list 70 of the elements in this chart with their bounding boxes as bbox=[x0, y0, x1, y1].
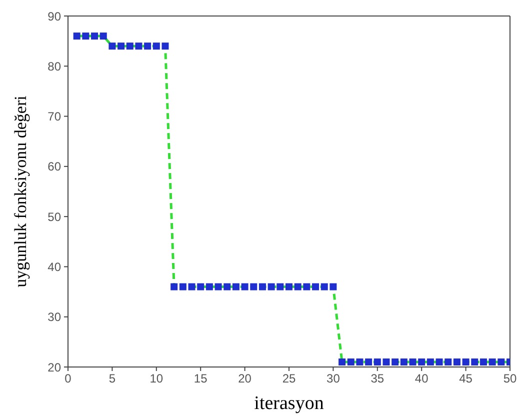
point bbox=[268, 283, 275, 290]
point bbox=[444, 358, 452, 366]
point bbox=[498, 358, 505, 366]
point bbox=[338, 358, 346, 366]
x-tick-label: 0 bbox=[64, 372, 72, 386]
point bbox=[392, 358, 399, 366]
point bbox=[382, 358, 390, 366]
point bbox=[144, 42, 152, 50]
point bbox=[436, 358, 443, 366]
point bbox=[73, 32, 80, 40]
y-tick-label: 80 bbox=[48, 59, 62, 74]
x-axis-title: iterasyon bbox=[254, 393, 324, 414]
point bbox=[118, 42, 125, 50]
x-tick-label: 35 bbox=[370, 372, 384, 386]
point bbox=[108, 42, 116, 50]
y-tick-label: 50 bbox=[48, 210, 62, 224]
point bbox=[286, 283, 292, 290]
x-tick-label: 10 bbox=[150, 372, 164, 386]
point bbox=[312, 283, 320, 290]
point bbox=[224, 283, 231, 290]
point bbox=[347, 358, 354, 366]
x-tick-label: 15 bbox=[194, 372, 208, 386]
y-tick-label: 70 bbox=[48, 110, 62, 124]
point bbox=[356, 358, 364, 366]
point bbox=[374, 358, 381, 366]
point bbox=[426, 358, 434, 366]
point bbox=[462, 358, 470, 366]
point bbox=[409, 358, 416, 366]
point bbox=[303, 283, 310, 290]
point bbox=[214, 283, 222, 290]
y-tick-label: 40 bbox=[48, 260, 62, 274]
y-tick-label: 90 bbox=[48, 9, 62, 24]
point bbox=[241, 283, 248, 290]
y-tick-label: 60 bbox=[48, 160, 62, 174]
point bbox=[471, 358, 478, 366]
point bbox=[480, 358, 487, 366]
point bbox=[294, 283, 302, 290]
point bbox=[162, 42, 169, 50]
x-tick-label: 20 bbox=[238, 372, 252, 386]
point bbox=[170, 283, 178, 290]
point bbox=[250, 283, 258, 290]
y-tick-label: 30 bbox=[48, 310, 62, 324]
point bbox=[100, 32, 107, 40]
point bbox=[91, 32, 98, 40]
x-tick-label: 30 bbox=[326, 372, 340, 386]
point bbox=[152, 42, 160, 50]
point bbox=[258, 283, 266, 290]
y-tick-label: 20 bbox=[48, 360, 62, 374]
x-tick-label: 40 bbox=[414, 372, 429, 386]
x-tick-label: 5 bbox=[108, 372, 116, 386]
point bbox=[188, 283, 196, 290]
point bbox=[135, 42, 142, 50]
point bbox=[400, 358, 408, 366]
point bbox=[232, 283, 240, 290]
point bbox=[197, 283, 204, 290]
point bbox=[365, 358, 372, 366]
point bbox=[418, 358, 426, 366]
point bbox=[82, 32, 90, 40]
x-tick-label: 25 bbox=[282, 372, 296, 386]
x-tick-label: 50 bbox=[503, 372, 517, 386]
point bbox=[488, 358, 496, 366]
point bbox=[330, 283, 337, 290]
y-axis-title: uygunluk fonksiyonu değeri bbox=[11, 95, 30, 288]
point bbox=[276, 283, 284, 290]
x-tick-label: 45 bbox=[459, 372, 473, 386]
point bbox=[453, 358, 460, 366]
point bbox=[179, 283, 186, 290]
point bbox=[206, 283, 213, 290]
point bbox=[320, 283, 328, 290]
point bbox=[126, 42, 134, 50]
